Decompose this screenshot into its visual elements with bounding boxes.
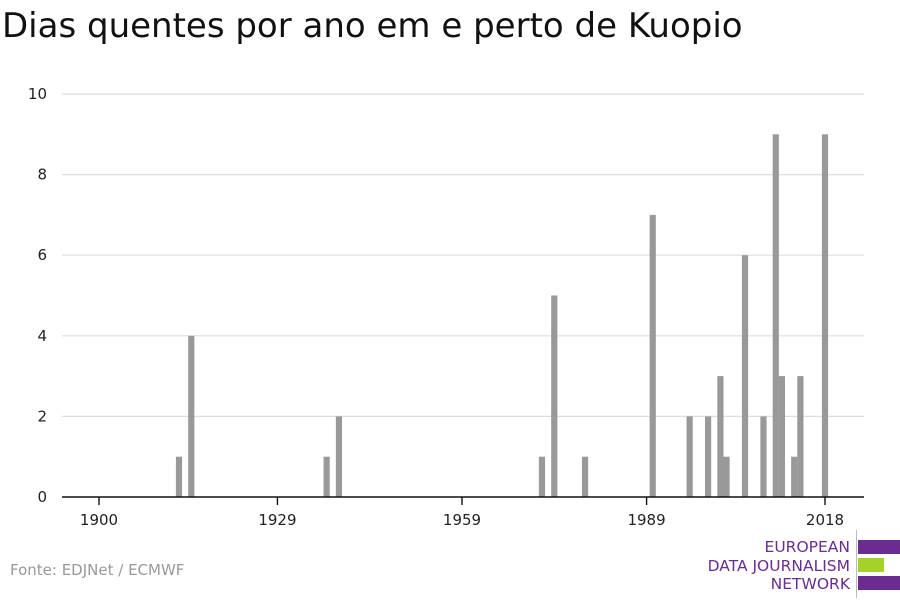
bar-2001[interactable] xyxy=(717,376,724,497)
bar-1999[interactable] xyxy=(705,416,712,497)
bar-2002[interactable] xyxy=(723,456,730,497)
bar-2005[interactable] xyxy=(741,255,749,497)
logo-text-line-1: EUROPEAN xyxy=(764,538,850,556)
gridlines xyxy=(62,93,864,417)
x-tick-label: 2018 xyxy=(806,511,844,529)
bar-2018[interactable] xyxy=(821,134,829,498)
y-tick-label: 8 xyxy=(37,166,47,184)
y-tick-label: 4 xyxy=(37,327,47,345)
bars xyxy=(175,134,829,498)
bar-1915[interactable] xyxy=(188,335,195,497)
bar-2010[interactable] xyxy=(772,134,779,498)
logo-text-line-3: NETWORK xyxy=(770,575,850,593)
logo-bar-purple-bottom xyxy=(858,576,900,590)
source-note: Fonte: EDJNet / ECMWF xyxy=(10,561,185,579)
y-tick-label: 2 xyxy=(37,407,47,425)
bar-1937[interactable] xyxy=(323,456,330,497)
bar-1979[interactable] xyxy=(581,456,589,497)
edjnet-logo[interactable]: EUROPEAN DATA JOURNALISM NETWORK xyxy=(700,528,900,600)
y-axis: 0 2 4 6 8 10 xyxy=(28,85,47,506)
y-tick-label: 0 xyxy=(37,488,47,506)
bar-1913[interactable] xyxy=(175,456,183,497)
bar-1990[interactable] xyxy=(649,214,656,497)
bar-1974[interactable] xyxy=(551,295,558,498)
x-tick-label: 1959 xyxy=(443,511,481,529)
logo-text-line-2: DATA JOURNALISM xyxy=(707,557,850,575)
bar-1972[interactable] xyxy=(538,456,546,497)
y-tick-label: 10 xyxy=(28,85,47,103)
x-axis: 1900 1929 1959 1989 2018 xyxy=(80,497,844,529)
bar-1996[interactable] xyxy=(686,416,693,497)
x-tick-label: 1900 xyxy=(80,511,118,529)
chart-title: Dias quentes por ano em e perto de Kuopi… xyxy=(2,6,743,46)
bar-2008[interactable] xyxy=(760,416,767,497)
logo-bar-green-middle xyxy=(858,558,884,572)
y-tick-label: 6 xyxy=(37,246,47,264)
logo-divider xyxy=(856,530,857,598)
bar-1939[interactable] xyxy=(335,416,343,497)
bar-2011[interactable] xyxy=(778,376,786,497)
x-tick-label: 1929 xyxy=(258,511,296,529)
x-tick-label: 1989 xyxy=(627,511,665,529)
logo-bar-purple-top xyxy=(858,540,900,554)
bar-2014[interactable] xyxy=(797,376,804,497)
bar-2013[interactable] xyxy=(791,456,798,497)
